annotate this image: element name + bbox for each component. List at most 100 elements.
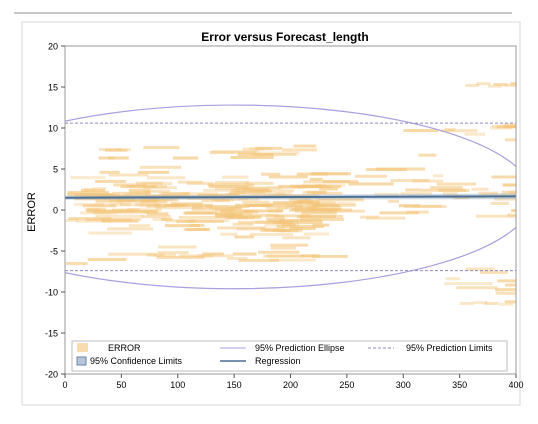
- data-point: [74, 193, 121, 197]
- x-tick-label: 400: [508, 380, 523, 390]
- legend-swatch-error: [77, 343, 88, 352]
- y-tick-label: -5: [50, 247, 58, 257]
- data-point: [227, 216, 261, 220]
- data-point: [95, 179, 126, 183]
- data-point: [176, 219, 224, 223]
- data-point: [303, 232, 330, 236]
- data-point: [242, 200, 270, 204]
- data-point: [418, 153, 437, 157]
- data-point: [309, 177, 323, 181]
- data-point: [268, 175, 308, 179]
- data-point: [217, 226, 266, 230]
- data-point: [75, 219, 112, 223]
- data-point: [387, 199, 400, 203]
- data-point: [354, 174, 388, 178]
- data-point: [275, 192, 292, 196]
- data-point: [440, 129, 478, 133]
- data-point: [179, 203, 214, 207]
- data-point: [87, 257, 127, 261]
- data-point: [244, 209, 283, 213]
- data-point: [430, 186, 463, 190]
- data-point: [493, 83, 508, 87]
- data-point: [65, 218, 79, 222]
- x-tick-label: 100: [170, 380, 185, 390]
- data-point: [400, 192, 432, 196]
- data-point: [319, 187, 338, 191]
- data-point: [234, 190, 246, 194]
- data-point: [263, 228, 291, 232]
- data-point: [110, 210, 149, 214]
- data-point: [264, 223, 299, 227]
- data-point: [85, 218, 132, 222]
- data-point: [276, 221, 323, 225]
- data-point: [302, 185, 321, 189]
- data-point: [497, 279, 516, 283]
- data-point: [183, 227, 210, 231]
- data-point: [143, 198, 160, 202]
- data-point: [261, 203, 304, 207]
- data-point: [232, 252, 257, 256]
- data-point: [419, 188, 466, 192]
- data-point: [99, 170, 120, 174]
- data-point: [436, 182, 476, 186]
- data-point: [271, 246, 296, 250]
- data-point: [128, 188, 151, 192]
- data-point: [278, 184, 301, 188]
- data-point: [215, 213, 242, 217]
- data-point: [107, 156, 129, 160]
- data-point: [229, 191, 266, 195]
- data-point: [274, 214, 285, 218]
- data-point: [276, 206, 288, 210]
- data-point: [311, 191, 343, 195]
- data-point: [301, 184, 327, 188]
- data-point: [82, 204, 117, 208]
- data-point: [511, 209, 516, 213]
- data-point: [202, 188, 241, 192]
- data-point: [237, 153, 274, 157]
- data-point: [158, 245, 197, 249]
- data-point: [113, 210, 158, 214]
- data-point: [95, 200, 124, 204]
- data-point: [184, 219, 196, 223]
- data-point: [405, 188, 420, 192]
- data-point: [165, 219, 196, 223]
- data-point: [289, 226, 316, 230]
- x-tick-label: 50: [116, 380, 126, 390]
- data-point: [294, 206, 318, 210]
- data-point: [307, 190, 327, 194]
- fit-lines-layer: [65, 104, 516, 290]
- x-tick-label: 200: [283, 380, 298, 390]
- data-point: [119, 202, 131, 206]
- data-point: [146, 176, 186, 180]
- data-point: [98, 147, 122, 151]
- data-point: [403, 129, 439, 133]
- data-point: [266, 217, 285, 221]
- data-point: [142, 186, 177, 190]
- legend-label-regression: Regression: [255, 356, 301, 366]
- data-point: [322, 180, 359, 184]
- data-point: [116, 210, 159, 214]
- data-point: [214, 208, 236, 212]
- data-point: [153, 253, 165, 257]
- data-point: [209, 151, 256, 155]
- legend: ERROR 95% Prediction Ellipse 95% Predict…: [71, 340, 508, 372]
- data-point: [232, 222, 254, 226]
- data-point: [112, 208, 162, 212]
- data-point: [255, 146, 283, 150]
- data-point: [67, 191, 110, 195]
- data-point: [107, 227, 154, 231]
- data-point: [484, 301, 499, 305]
- data-point: [265, 205, 303, 209]
- data-point: [398, 204, 420, 208]
- data-point: [188, 219, 230, 223]
- data-point: [263, 254, 304, 258]
- data-point: [478, 191, 498, 195]
- data-point: [248, 204, 270, 208]
- data-point: [502, 183, 516, 187]
- data-point: [249, 147, 273, 151]
- data-point: [251, 153, 297, 157]
- data-point: [234, 187, 269, 191]
- data-point: [442, 192, 458, 196]
- data-point: [98, 156, 115, 160]
- data-point: [215, 187, 252, 191]
